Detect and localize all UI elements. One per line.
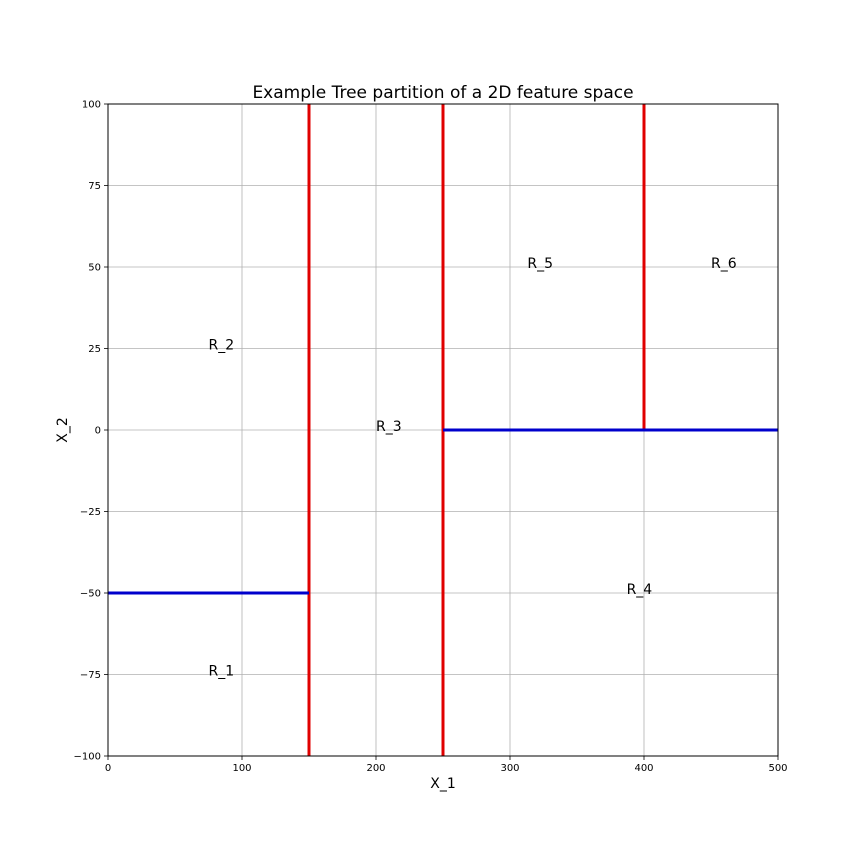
region-label: R_3 [376, 419, 402, 435]
y-axis-label: X_2 [55, 417, 71, 443]
y-axis-ticks: −100 −75 −50 −25 0 25 50 75 100 [74, 100, 108, 763]
region-label: R_6 [711, 256, 737, 272]
y-tick-label: 0 [95, 426, 101, 437]
x-tick-label: 0 [105, 763, 111, 774]
x-tick-label: 300 [500, 763, 519, 774]
y-tick-label: 25 [88, 344, 101, 355]
y-tick-label: 75 [88, 181, 101, 192]
y-tick-label: −25 [80, 507, 101, 518]
region-label: R_2 [209, 338, 235, 354]
region-labels: R_1 R_2 R_3 R_4 R_5 R_6 [209, 256, 737, 680]
y-tick-label: −50 [80, 589, 101, 600]
y-tick-label: 100 [82, 100, 101, 111]
x-axis-label: X_1 [430, 776, 456, 792]
x-tick-label: 200 [366, 763, 385, 774]
x-tick-label: 500 [768, 763, 787, 774]
y-tick-label: −100 [74, 752, 101, 763]
x-axis-ticks: 0 100 200 300 400 500 [105, 756, 788, 774]
split-lines [108, 104, 778, 756]
region-label: R_1 [209, 664, 235, 680]
region-label: R_4 [627, 582, 653, 598]
y-tick-label: −75 [80, 670, 101, 681]
chart-title: Example Tree partition of a 2D feature s… [252, 83, 633, 103]
y-tick-label: 50 [88, 263, 101, 274]
x-tick-label: 100 [232, 763, 251, 774]
region-label: R_5 [527, 256, 553, 272]
x-tick-label: 400 [634, 763, 653, 774]
